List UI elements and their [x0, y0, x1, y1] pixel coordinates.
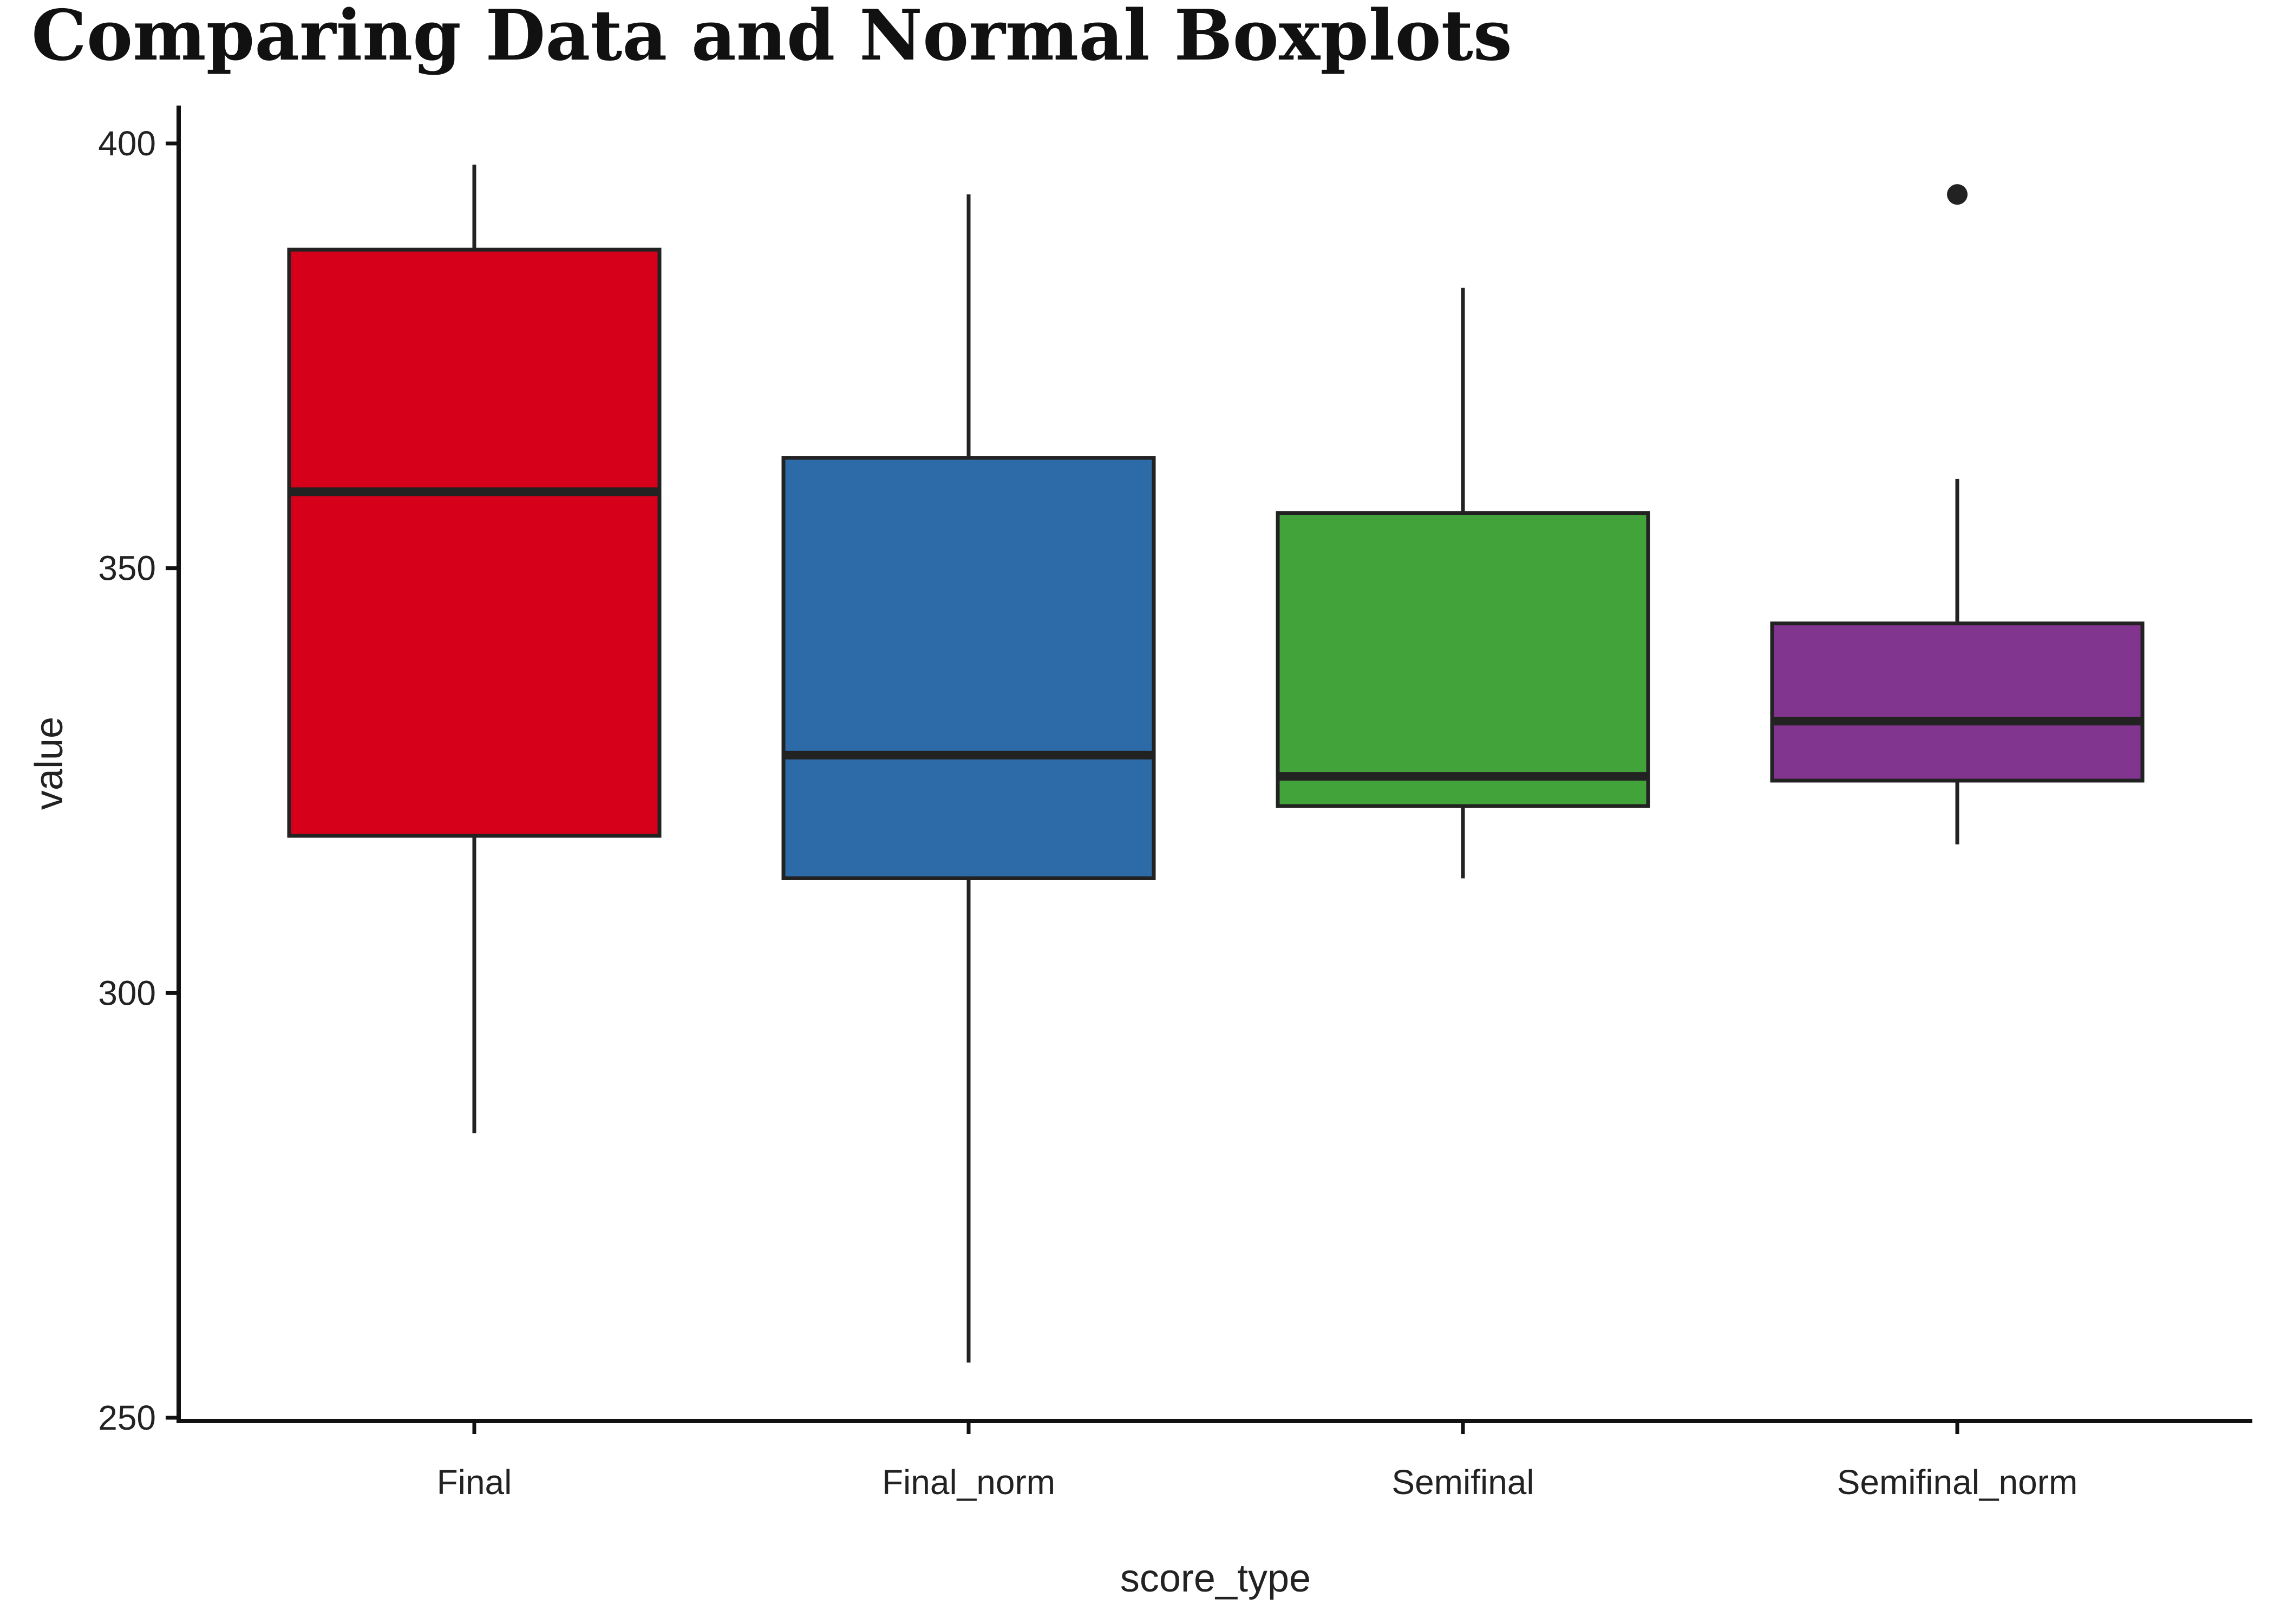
outlier-point — [1947, 184, 1968, 205]
x-tick-label: Semifinal_norm — [1837, 1463, 2078, 1502]
y-tick-label: 400 — [98, 124, 156, 163]
box-semifinal-norm — [1770, 621, 2145, 783]
x-axis-title: score_type — [1120, 1557, 1311, 1600]
box-semifinal — [1276, 511, 1650, 808]
y-tick-label: 300 — [98, 973, 156, 1012]
plot-area: 250 300 350 400 Final Final_norm Semifinal Semi… — [98, 106, 2252, 1502]
box-final — [287, 247, 662, 838]
x-tick-label: Final — [437, 1463, 512, 1502]
x-tick-label: Final_norm — [882, 1463, 1055, 1502]
y-axis-title: value — [28, 717, 71, 810]
chart-title: Comparing Data and Normal Boxplots — [31, 0, 1512, 76]
y-tick-label: 250 — [98, 1398, 156, 1437]
y-tick-label: 350 — [98, 549, 156, 588]
x-tick-label: Semifinal — [1391, 1463, 1534, 1502]
box-final-norm — [781, 456, 1156, 880]
